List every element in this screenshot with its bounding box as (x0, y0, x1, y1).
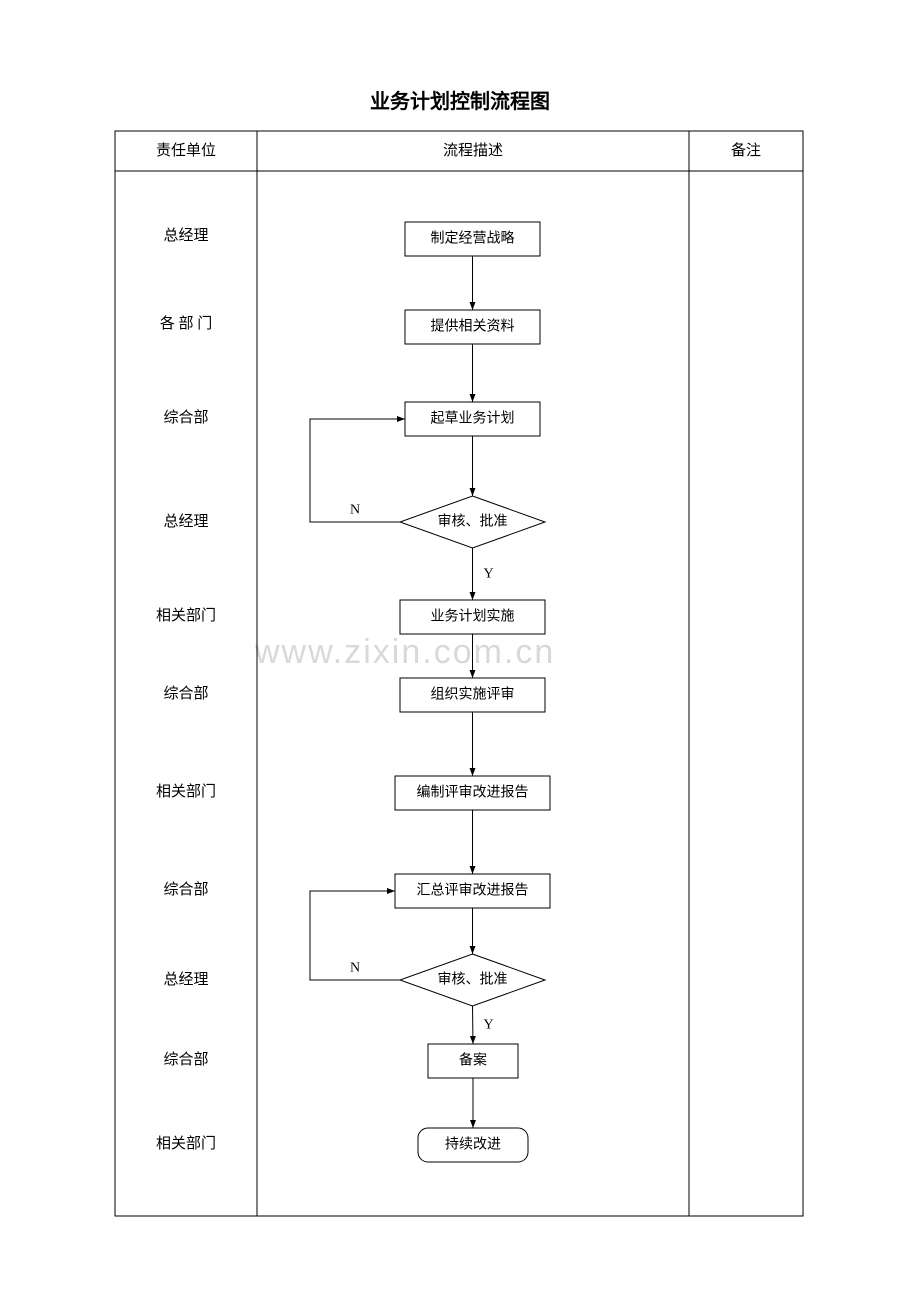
svg-text:总经理: 总经理 (163, 227, 208, 244)
svg-text:N: N (350, 503, 360, 518)
svg-text:持续改进: 持续改进 (445, 1136, 501, 1153)
svg-text:审核、批准: 审核、批准 (438, 972, 508, 988)
svg-text:编制评审改进报告: 编制评审改进报告 (417, 785, 529, 801)
svg-text:综合部: 综合部 (163, 409, 208, 426)
svg-text:起草业务计划: 起草业务计划 (431, 411, 515, 427)
svg-text:备案: 备案 (459, 1052, 487, 1069)
svg-text:流程描述: 流程描述 (443, 142, 503, 159)
svg-text:相关部门: 相关部门 (156, 1135, 216, 1152)
svg-text:责任单位: 责任单位 (156, 142, 216, 159)
svg-text:综合部: 综合部 (163, 1051, 208, 1068)
svg-text:总经理: 总经理 (163, 513, 208, 530)
svg-text:组织实施评审: 组织实施评审 (431, 687, 515, 703)
svg-text:提供相关资料: 提供相关资料 (431, 319, 515, 335)
svg-text:综合部: 综合部 (163, 881, 208, 898)
svg-text:相关部门: 相关部门 (156, 607, 216, 624)
svg-text:Y: Y (483, 567, 493, 582)
svg-text:N: N (350, 961, 360, 976)
svg-text:业务计划实施: 业务计划实施 (431, 609, 515, 625)
svg-text:制定经营战略: 制定经营战略 (431, 231, 515, 247)
svg-text:汇总评审改进报告: 汇总评审改进报告 (417, 883, 529, 899)
svg-text:审核、批准: 审核、批准 (438, 514, 508, 530)
svg-text:相关部门: 相关部门 (156, 783, 216, 800)
svg-text:综合部: 综合部 (163, 685, 208, 702)
svg-text:总经理: 总经理 (163, 971, 208, 988)
svg-text:备注: 备注 (731, 142, 761, 159)
page: 业务计划控制流程图 www.zixin.com.cn 责任单位流程描述备注总经理… (0, 0, 920, 1302)
svg-text:各 部 门: 各 部 门 (160, 315, 213, 332)
svg-text:Y: Y (483, 1018, 493, 1033)
flowchart-svg: 责任单位流程描述备注总经理各 部 门综合部总经理相关部门综合部相关部门综合部总经… (0, 0, 920, 1302)
